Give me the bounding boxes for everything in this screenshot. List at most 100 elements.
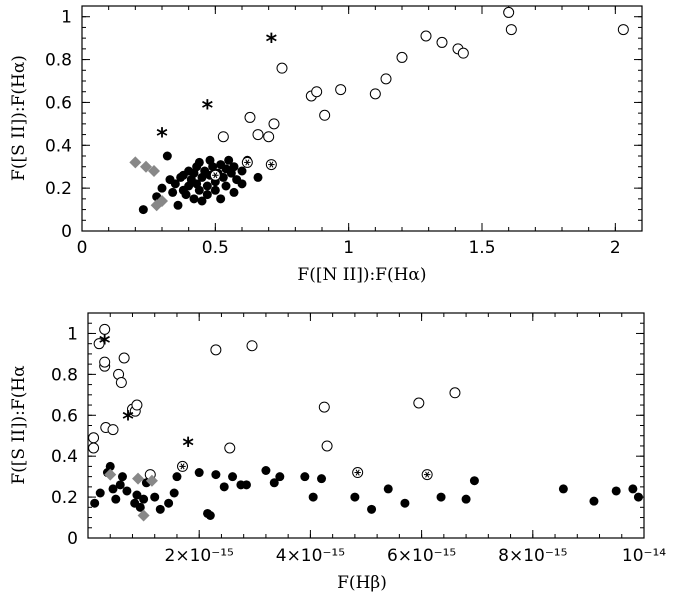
bottom-point-open-circle <box>88 432 100 444</box>
top-point-asterisk: * <box>156 124 168 149</box>
bottom-point-filled-circle <box>269 478 279 488</box>
top-point-open-circle <box>503 6 515 18</box>
bottom-point-filled-circle <box>169 488 179 498</box>
bottom-point-filled-circle <box>367 504 377 514</box>
bottom-point-filled-circle <box>132 490 142 500</box>
bottom-x-tick-label: 8×10⁻¹⁵ <box>498 546 567 566</box>
bottom-point-open-circle <box>449 387 461 399</box>
bottom-point-filled-circle <box>139 494 149 504</box>
bottom-point-filled-circle <box>558 484 568 494</box>
bottom-y-tick-label: 0.4 <box>51 447 78 467</box>
top-point-filled-circle <box>229 162 239 172</box>
top-point-open-circle <box>617 24 629 36</box>
top-point-gray-diamond <box>148 165 160 177</box>
top-x-tick-label: 1 <box>343 238 354 258</box>
bottom-point-filled-circle <box>172 472 182 482</box>
bottom-point-filled-circle <box>275 472 285 482</box>
bottom-point-filled-circle <box>300 472 310 482</box>
bottom-point-gray-diamond <box>132 472 145 485</box>
bottom-point-circled-asterisk <box>352 467 364 479</box>
top-point-open-circle <box>380 73 392 85</box>
bottom-panel: 2×10⁻¹⁵ 4×10⁻¹⁵ 6×10⁻¹⁵ 8×10⁻¹⁵ 10⁻¹⁴ 0 0.2 0.4… <box>9 312 666 593</box>
bottom-point-filled-circle <box>436 492 446 502</box>
bottom-point-filled-circle <box>469 476 479 486</box>
top-point-asterisk: * <box>266 30 278 55</box>
top-point-open-circle <box>244 111 256 123</box>
top-point-filled-circle <box>221 181 231 191</box>
bottom-point-gray-diamond <box>145 474 158 487</box>
bottom-y-tick-label: 0.6 <box>51 406 78 426</box>
top-point-open-circle <box>276 62 288 74</box>
bottom-y-tick-label: 1 <box>67 324 78 344</box>
top-point-filled-circle <box>170 179 180 189</box>
bottom-x-tick-label: 4×10⁻¹⁵ <box>276 546 345 566</box>
top-point-gray-diamond <box>156 195 168 207</box>
bottom-point-filled-circle <box>400 498 410 508</box>
bottom-point-open-circle <box>413 397 425 409</box>
bottom-point-filled-circle <box>115 480 125 490</box>
top-point-filled-circle <box>218 172 228 182</box>
top-point-open-circle <box>436 36 448 48</box>
top-y-tick-label: 0.8 <box>45 51 72 71</box>
bottom-y-tick-label: 0.2 <box>51 488 78 508</box>
bottom-x-tick-label: 10⁻¹⁴ <box>622 546 666 566</box>
top-point-filled-circle <box>178 170 188 180</box>
top-x-axis-label: F([N II]):F(Hα) <box>297 265 426 285</box>
top-y-tick-label: 1 <box>61 8 72 28</box>
bottom-point-filled-circle <box>105 461 115 471</box>
top-point-open-circle <box>268 118 280 130</box>
top-point-filled-circle <box>168 187 178 197</box>
top-point-filled-circle <box>237 166 247 176</box>
bottom-point-filled-circle <box>317 474 327 484</box>
top-point-filled-circle <box>253 172 263 182</box>
bottom-point-open-circle <box>99 356 111 368</box>
bottom-point-open-circle <box>93 338 105 350</box>
top-point-filled-circle <box>189 194 199 204</box>
bottom-point-filled-circle <box>219 482 229 492</box>
top-point-asterisk: * <box>202 97 214 122</box>
top-point-open-circle <box>369 88 381 100</box>
bottom-point-open-circle <box>321 440 333 452</box>
bottom-point-filled-circle <box>228 472 238 482</box>
top-point-filled-circle <box>229 187 239 197</box>
top-point-filled-circle <box>202 190 212 200</box>
bottom-x-tick-label: 2×10⁻¹⁵ <box>165 546 234 566</box>
top-x-tick-label: 0 <box>77 238 88 258</box>
top-point-gray-diamond <box>129 156 142 169</box>
bottom-point-asterisk: * <box>122 407 134 432</box>
bottom-point-filled-circle <box>241 480 251 490</box>
top-point-filled-circle <box>197 196 207 206</box>
bottom-point-filled-circle <box>589 496 599 506</box>
bottom-point-gray-diamond <box>104 468 117 481</box>
top-point-open-circle <box>396 51 408 63</box>
top-point-open-circle <box>311 86 323 98</box>
bottom-point-filled-circle <box>383 484 393 494</box>
bottom-y-axis-label: F([S II]):F(Hα <box>9 365 29 485</box>
top-point-filled-circle <box>194 157 204 167</box>
bottom-point-open-circle <box>210 344 222 356</box>
bottom-point-filled-circle <box>628 484 638 494</box>
top-point-filled-circle <box>162 151 172 161</box>
bottom-x-tick-label: 6×10⁻¹⁵ <box>387 546 456 566</box>
bottom-y-tick-label: 0.8 <box>51 365 78 385</box>
top-point-circled-asterisk <box>241 156 253 168</box>
top-point-filled-circle <box>216 194 226 204</box>
bottom-point-filled-circle <box>611 486 621 496</box>
top-y-tick-label: 0.4 <box>45 136 72 156</box>
top-point-open-circle <box>217 131 229 143</box>
top-x-tick-label: 2 <box>610 238 621 258</box>
bottom-point-filled-circle <box>111 494 121 504</box>
bottom-point-filled-circle <box>350 492 360 502</box>
bottom-point-filled-circle <box>211 470 221 480</box>
bottom-point-open-circle <box>131 399 143 411</box>
bottom-point-circled-asterisk <box>421 469 433 481</box>
bottom-point-filled-circle <box>155 504 165 514</box>
top-point-filled-circle <box>173 200 183 210</box>
bottom-point-filled-circle <box>108 484 118 494</box>
bottom-y-tick-label: 0 <box>67 529 78 549</box>
bottom-point-asterisk: * <box>182 434 194 459</box>
top-point-circled-asterisk <box>265 159 277 171</box>
bottom-point-gray-diamond <box>137 509 150 522</box>
top-y-tick-label: 0.6 <box>45 93 72 113</box>
